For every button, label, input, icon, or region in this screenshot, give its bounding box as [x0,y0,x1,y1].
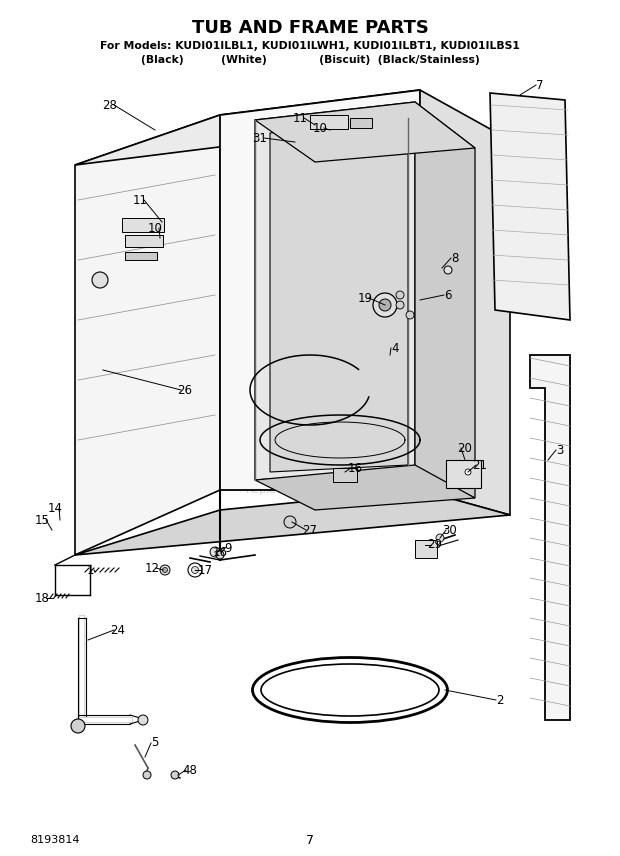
Text: 21: 21 [472,459,487,472]
Bar [415,540,437,558]
Text: 20: 20 [458,442,472,455]
Circle shape [216,551,224,559]
Text: 14: 14 [48,502,63,514]
Text: 29: 29 [428,538,443,551]
Polygon shape [75,90,420,165]
Text: 24: 24 [110,623,125,637]
Circle shape [436,534,444,542]
Bar [310,115,348,129]
Text: TUB AND FRAME PARTS: TUB AND FRAME PARTS [192,19,428,37]
Polygon shape [75,490,510,555]
Circle shape [138,715,148,725]
Circle shape [188,563,202,577]
Polygon shape [220,90,420,490]
Text: 9: 9 [224,542,232,555]
Bar [333,468,357,482]
Text: 10: 10 [312,122,327,134]
Polygon shape [255,102,415,480]
Text: 48: 48 [182,764,197,776]
Circle shape [192,567,198,574]
Text: 11: 11 [293,111,308,124]
Circle shape [284,516,296,528]
Text: 31: 31 [252,132,267,145]
Text: 18: 18 [35,591,50,604]
Text: 27: 27 [303,524,317,537]
Text: 16: 16 [347,461,363,474]
Text: 5: 5 [151,736,159,750]
Bar [122,218,164,232]
Circle shape [396,291,404,299]
Circle shape [92,272,108,288]
Circle shape [444,266,452,274]
Text: 6: 6 [445,288,452,301]
Circle shape [396,301,404,309]
Text: 19: 19 [358,292,373,305]
Circle shape [143,771,151,779]
Text: 26: 26 [177,383,192,396]
Circle shape [171,771,179,779]
Text: 8: 8 [451,252,459,265]
Text: 15: 15 [35,514,50,526]
Text: 30: 30 [443,524,458,537]
Text: (Black)          (White)              (Biscuit)  (Black/Stainless): (Black) (White) (Biscuit) (Black/Stainle… [141,55,479,65]
Circle shape [465,469,471,475]
Circle shape [162,568,167,573]
Bar [446,460,481,488]
Text: 2: 2 [496,693,503,706]
Bar [125,252,157,260]
Text: 11: 11 [133,193,148,206]
Text: 8193814: 8193814 [30,835,79,845]
Circle shape [379,299,391,311]
Text: For Models: KUDI01ILBL1, KUDI01ILWH1, KUDI01ILBT1, KUDI01ILBS1: For Models: KUDI01ILBL1, KUDI01ILWH1, KU… [100,41,520,51]
Polygon shape [420,90,510,515]
Text: 17: 17 [198,563,213,576]
Polygon shape [415,102,475,498]
Text: 1: 1 [86,563,94,576]
Circle shape [160,565,170,575]
Circle shape [210,547,220,557]
Text: ReplacementParts.com: ReplacementParts.com [246,485,374,495]
Polygon shape [490,93,570,320]
Text: 10: 10 [148,222,162,235]
Circle shape [373,293,397,317]
Text: 7: 7 [306,834,314,847]
Polygon shape [255,465,475,510]
Text: 16: 16 [213,546,228,560]
Circle shape [406,311,414,319]
Text: 3: 3 [556,443,564,456]
Circle shape [71,719,85,733]
Polygon shape [255,102,475,162]
Polygon shape [530,355,570,720]
Text: 28: 28 [102,98,117,111]
Polygon shape [75,115,220,555]
Text: 4: 4 [391,342,399,354]
Polygon shape [270,118,408,472]
Text: 7: 7 [536,79,544,92]
Bar [350,118,372,128]
Text: 12: 12 [144,562,159,574]
Bar [125,235,163,247]
